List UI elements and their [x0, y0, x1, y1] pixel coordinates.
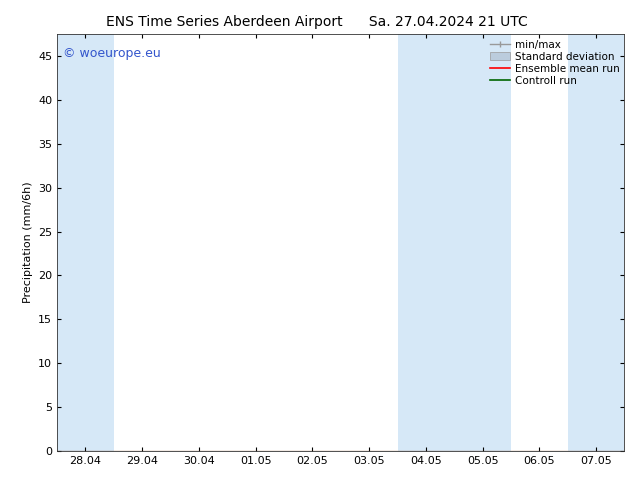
- Text: © woeurope.eu: © woeurope.eu: [63, 47, 160, 60]
- Text: ENS Time Series Aberdeen Airport      Sa. 27.04.2024 21 UTC: ENS Time Series Aberdeen Airport Sa. 27.…: [106, 15, 528, 29]
- Y-axis label: Precipitation (mm/6h): Precipitation (mm/6h): [23, 182, 32, 303]
- Legend: min/max, Standard deviation, Ensemble mean run, Controll run: min/max, Standard deviation, Ensemble me…: [488, 37, 621, 88]
- Bar: [57, 34, 114, 451]
- Bar: [398, 34, 511, 451]
- Bar: [568, 34, 624, 451]
